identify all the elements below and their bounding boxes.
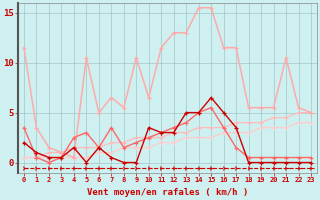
X-axis label: Vent moyen/en rafales ( km/h ): Vent moyen/en rafales ( km/h ) xyxy=(87,188,248,197)
